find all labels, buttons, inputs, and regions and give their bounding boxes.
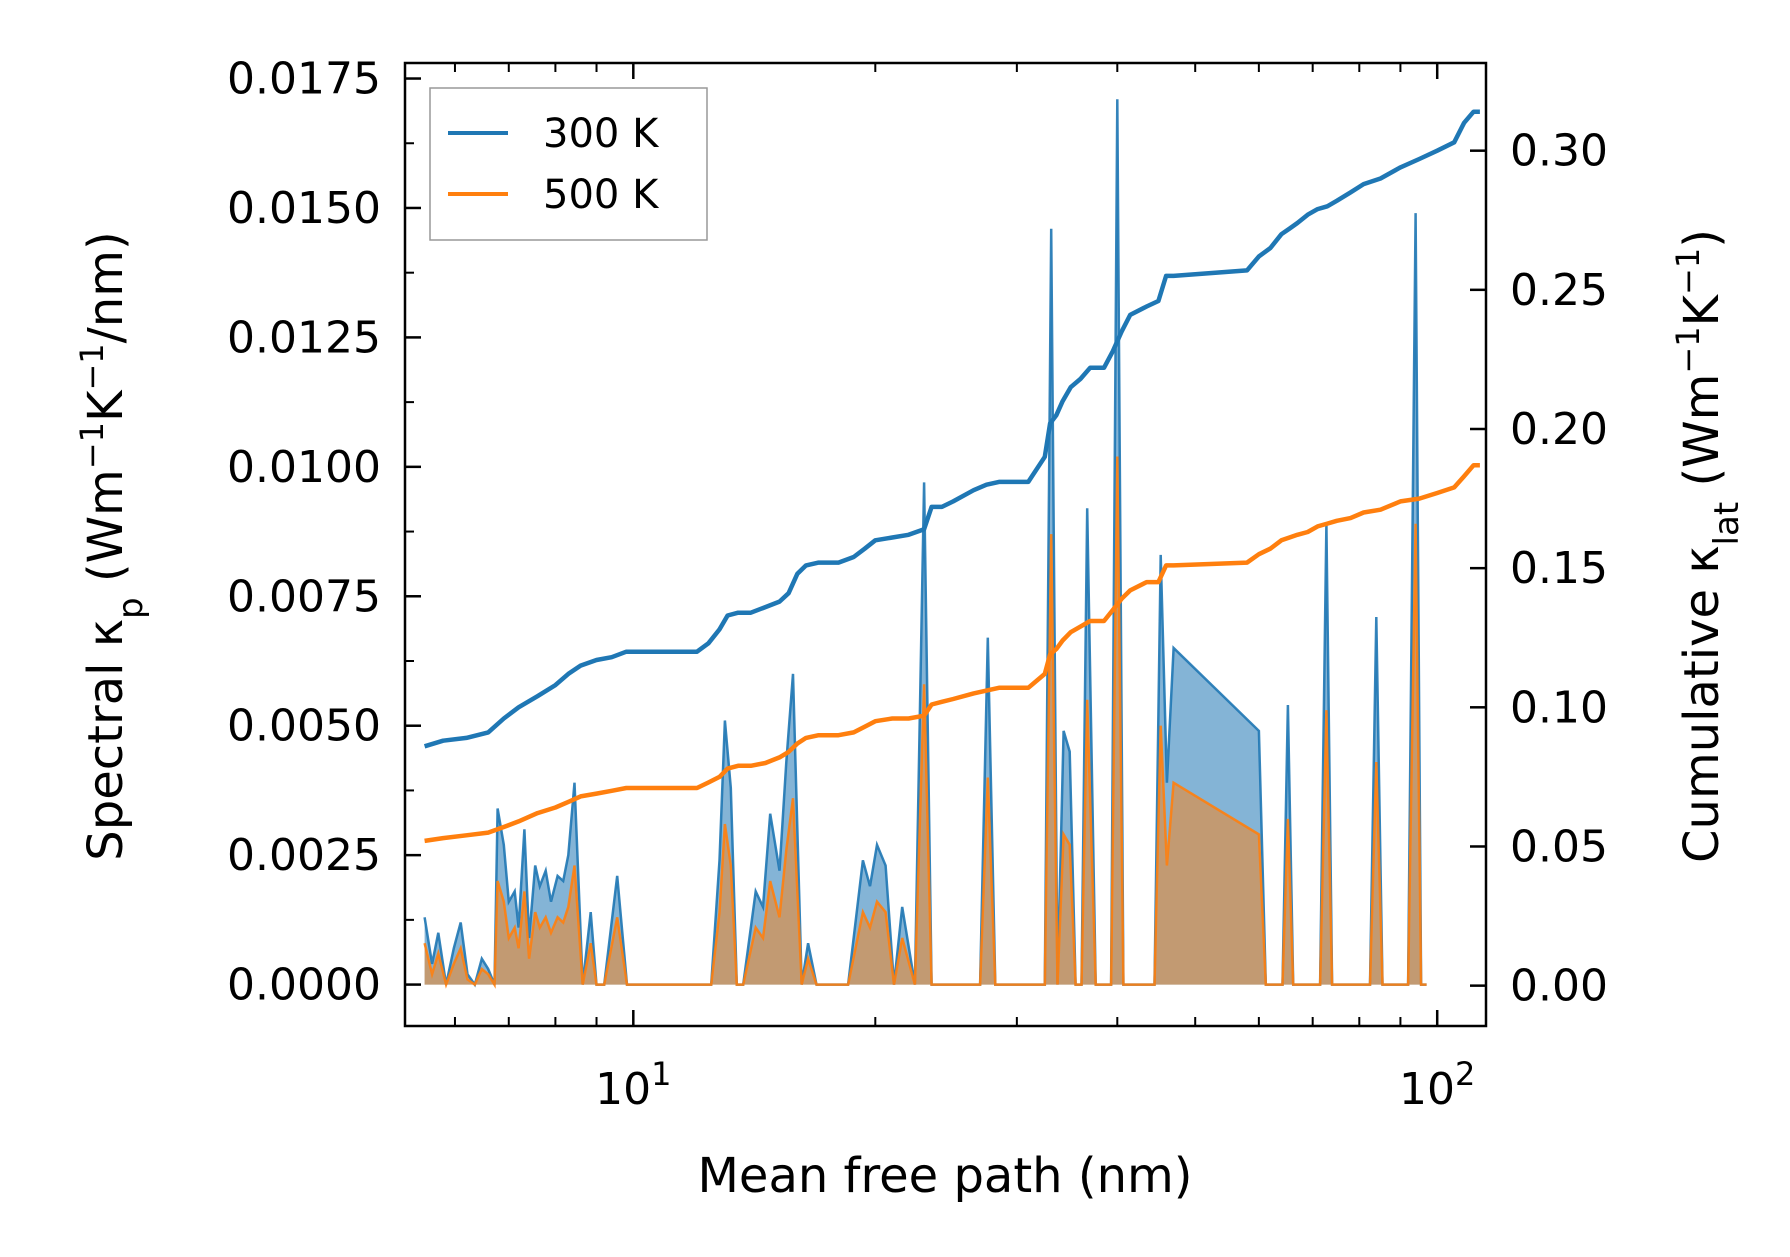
left-y-tick-label: 0.0125 [227,312,381,363]
left-y-tick-label: 0.0050 [227,701,381,752]
left-y-tick-label: 0.0175 [227,54,381,105]
left-y-tick-label: 0.0025 [227,830,381,881]
legend: 300 K 500 K [429,87,708,241]
left-y-tick-label: 0.0150 [227,183,381,234]
left-y-tick-label: 0.0000 [227,960,381,1011]
x-tick-label: 102 [1399,1055,1475,1115]
tick-layer: 0.0000 0.0025 0.0050 0.0075 0.0100 0.0125 0.01… [227,54,1608,1115]
left-y-axis-title: Spectral κp (Wm−1K−1/nm) [73,231,151,860]
left-y-tick-label: 0.0100 [227,442,381,493]
legend-box [429,87,708,241]
x-tick-label: 101 [595,1055,671,1115]
right-y-tick-label: 0.10 [1510,682,1608,733]
right-y-tick-label: 0.30 [1510,126,1608,177]
right-y-tick-label: 0.25 [1510,265,1608,316]
spectral-line-500k [423,456,1427,989]
cumulative-line-layer [423,109,1480,844]
cumulative-line-500k [424,462,1480,844]
legend-label-500k: 500 K [543,172,660,218]
left-y-tick-label: 0.0075 [227,571,381,622]
right-y-tick-label: 0.00 [1510,961,1608,1012]
x-axis-title: Mean free path (nm) [698,1148,1193,1204]
right-y-tick-label: 0.05 [1510,821,1608,872]
plot-frame [403,61,1488,1028]
spectral-fill-layer [423,99,1427,989]
right-y-axis-title: Cumulative κlat (Wm−1K−1) [1669,229,1747,863]
right-y-tick-label: 0.15 [1510,543,1608,594]
cumulative-line-300k [423,109,1480,749]
legend-label-300k: 300 K [543,111,660,157]
spectral-area-300k [424,99,1427,985]
spectral-area-500k [424,456,1427,985]
right-y-tick-label: 0.20 [1510,404,1608,455]
